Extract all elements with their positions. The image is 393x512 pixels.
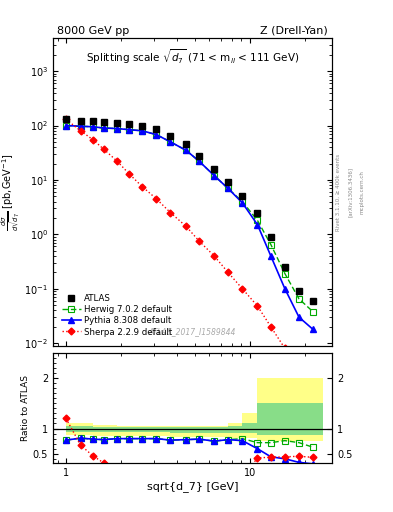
Pythia 8.308 default xyxy=(78,123,83,130)
ATLAS xyxy=(297,288,301,294)
Sherpa 2.2.9 default xyxy=(212,253,217,259)
Herwig 7.0.2 default xyxy=(140,127,145,134)
Sherpa 2.2.9 default xyxy=(78,127,83,134)
Herwig 7.0.2 default xyxy=(297,296,301,302)
ATLAS xyxy=(184,141,189,147)
Pythia 8.308 default xyxy=(127,126,131,133)
Herwig 7.0.2 default xyxy=(283,270,287,276)
Pythia 8.308 default xyxy=(184,147,189,154)
Line: Sherpa 2.2.9 default: Sherpa 2.2.9 default xyxy=(64,117,315,383)
Sherpa 2.2.9 default xyxy=(101,146,106,152)
Herwig 7.0.2 default xyxy=(197,158,202,164)
Pythia 8.308 default xyxy=(212,173,217,179)
Sherpa 2.2.9 default xyxy=(115,158,119,164)
Legend: ATLAS, Herwig 7.0.2 default, Pythia 8.308 default, Sherpa 2.2.9 default: ATLAS, Herwig 7.0.2 default, Pythia 8.30… xyxy=(60,292,174,338)
ATLAS xyxy=(283,264,287,270)
Sherpa 2.2.9 default xyxy=(64,116,68,122)
Herwig 7.0.2 default xyxy=(255,218,260,224)
Herwig 7.0.2 default xyxy=(212,173,217,179)
Sherpa 2.2.9 default xyxy=(297,369,301,375)
Sherpa 2.2.9 default xyxy=(90,137,95,143)
Pythia 8.308 default xyxy=(101,125,106,131)
Sherpa 2.2.9 default xyxy=(226,269,230,275)
Y-axis label: Ratio to ATLAS: Ratio to ATLAS xyxy=(21,375,30,441)
ATLAS xyxy=(115,120,119,126)
Text: ATLAS_2017_I1589844: ATLAS_2017_I1589844 xyxy=(149,327,236,336)
ATLAS xyxy=(90,118,95,124)
Line: Herwig 7.0.2 default: Herwig 7.0.2 default xyxy=(63,123,316,314)
Herwig 7.0.2 default xyxy=(78,123,83,130)
Sherpa 2.2.9 default xyxy=(268,324,273,330)
Pythia 8.308 default xyxy=(64,122,68,129)
Pythia 8.308 default xyxy=(140,127,145,134)
ATLAS xyxy=(78,118,83,124)
Text: Splitting scale $\sqrt{d_7}$ (71 < m$_{ll}$ < 111 GeV): Splitting scale $\sqrt{d_7}$ (71 < m$_{l… xyxy=(86,48,299,67)
ATLAS xyxy=(212,166,217,172)
ATLAS xyxy=(140,122,145,129)
Sherpa 2.2.9 default xyxy=(240,286,245,292)
ATLAS xyxy=(154,126,159,133)
Sherpa 2.2.9 default xyxy=(255,303,260,309)
Pythia 8.308 default xyxy=(226,185,230,191)
Sherpa 2.2.9 default xyxy=(310,378,315,384)
Text: mcplots.cern.ch: mcplots.cern.ch xyxy=(360,170,365,214)
Text: Z (Drell-Yan): Z (Drell-Yan) xyxy=(261,26,328,36)
Text: [arXiv:1306.3436]: [arXiv:1306.3436] xyxy=(348,167,353,217)
X-axis label: sqrt{d_7} [GeV]: sqrt{d_7} [GeV] xyxy=(147,481,238,492)
Herwig 7.0.2 default xyxy=(154,132,159,138)
Sherpa 2.2.9 default xyxy=(184,223,189,229)
ATLAS xyxy=(101,119,106,125)
Herwig 7.0.2 default xyxy=(101,125,106,131)
ATLAS xyxy=(268,234,273,240)
Pythia 8.308 default xyxy=(168,139,173,145)
Pythia 8.308 default xyxy=(90,124,95,130)
Pythia 8.308 default xyxy=(310,326,315,332)
ATLAS xyxy=(226,179,230,185)
Herwig 7.0.2 default xyxy=(168,139,173,145)
Sherpa 2.2.9 default xyxy=(197,238,202,244)
Sherpa 2.2.9 default xyxy=(283,345,287,351)
Pythia 8.308 default xyxy=(197,158,202,164)
Herwig 7.0.2 default xyxy=(310,309,315,315)
Sherpa 2.2.9 default xyxy=(168,209,173,216)
ATLAS xyxy=(127,121,131,127)
ATLAS xyxy=(197,153,202,159)
Pythia 8.308 default xyxy=(240,200,245,206)
Herwig 7.0.2 default xyxy=(64,122,68,129)
Line: Pythia 8.308 default: Pythia 8.308 default xyxy=(63,123,316,332)
Pythia 8.308 default xyxy=(255,222,260,228)
Herwig 7.0.2 default xyxy=(184,147,189,154)
Line: ATLAS: ATLAS xyxy=(63,116,316,304)
Sherpa 2.2.9 default xyxy=(140,184,145,190)
Text: Rivet 3.1.10, ≥ 400k events: Rivet 3.1.10, ≥ 400k events xyxy=(336,154,341,230)
Herwig 7.0.2 default xyxy=(127,126,131,133)
Herwig 7.0.2 default xyxy=(226,185,230,191)
Herwig 7.0.2 default xyxy=(90,124,95,130)
Herwig 7.0.2 default xyxy=(240,199,245,205)
Pythia 8.308 default xyxy=(154,132,159,138)
ATLAS xyxy=(255,209,260,216)
Pythia 8.308 default xyxy=(115,125,119,132)
Herwig 7.0.2 default xyxy=(268,242,273,248)
Sherpa 2.2.9 default xyxy=(154,196,159,202)
ATLAS xyxy=(64,116,68,122)
ATLAS xyxy=(240,193,245,199)
ATLAS xyxy=(168,133,173,139)
Herwig 7.0.2 default xyxy=(115,125,119,132)
Text: 8000 GeV pp: 8000 GeV pp xyxy=(57,26,129,36)
ATLAS xyxy=(310,297,315,304)
Sherpa 2.2.9 default xyxy=(127,170,131,177)
Y-axis label: $\frac{d\sigma}{d\sqrt{d_7}}$ [pb,GeV$^{-1}$]: $\frac{d\sigma}{d\sqrt{d_7}}$ [pb,GeV$^{… xyxy=(0,153,23,231)
Pythia 8.308 default xyxy=(283,286,287,292)
Pythia 8.308 default xyxy=(297,314,301,320)
Pythia 8.308 default xyxy=(268,253,273,259)
